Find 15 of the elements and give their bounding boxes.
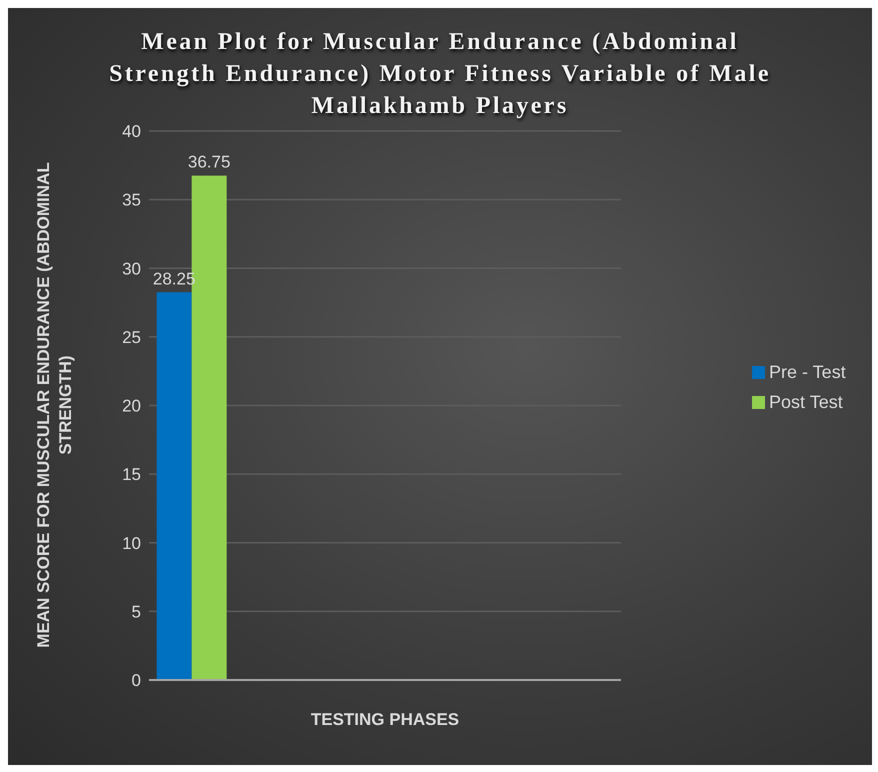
y-tick-label: 10 xyxy=(122,534,141,553)
y-tick-label: 30 xyxy=(122,259,141,278)
y-tick-label: 25 xyxy=(122,328,141,347)
y-tick-label: 5 xyxy=(132,602,141,622)
legend-label: Pre - Test xyxy=(769,362,846,382)
x-axis-title: TESTING PHASES xyxy=(310,710,460,729)
y-tick-label: 15 xyxy=(122,465,141,484)
y-tick-label: 20 xyxy=(122,396,141,416)
y-tick-label: 40 xyxy=(122,122,141,142)
data-label: 36.75 xyxy=(188,152,230,172)
y-tick-label: 35 xyxy=(122,190,141,210)
legend-label: Post Test xyxy=(769,392,843,412)
y-tick-label: 0 xyxy=(132,671,141,690)
text: Mean Plot for Muscular Endurance (Abdominal Strength Endurance) Motor Fitness Variable of Male Mallakhamb Players xyxy=(109,28,771,121)
y-axis-title: MEAN SCORE FOR MUSCULAR ENDURANCE (ABDOMINAL STRENGTH) xyxy=(33,161,76,650)
